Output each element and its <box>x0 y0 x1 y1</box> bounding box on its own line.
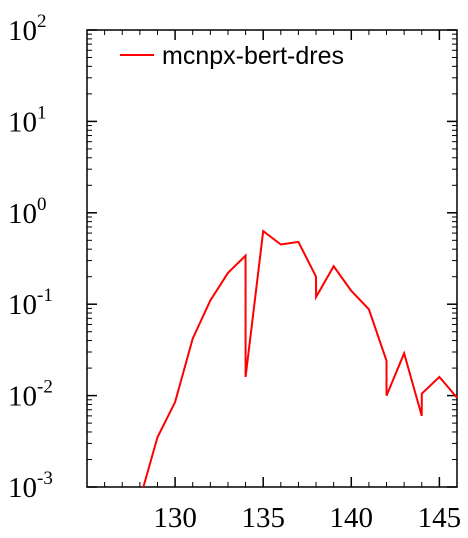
y-tick-label: 10-3 <box>8 468 53 504</box>
y-tick-label: 100 <box>8 194 47 230</box>
y-tick-label: 101 <box>8 102 47 138</box>
y-tick-label: 10-1 <box>8 285 53 321</box>
x-tick-label: 130 <box>153 502 197 534</box>
axis-ticks <box>86 29 458 488</box>
plot-frame <box>86 29 458 488</box>
series-line <box>142 229 458 488</box>
y-tick-label: 102 <box>8 11 47 47</box>
y-tick-label: 10-2 <box>8 377 53 413</box>
axis-tick-labels: 130 135 140 145 10-3 10-2 10-1 100 101 102 <box>8 11 461 534</box>
series-layer <box>142 229 458 488</box>
legend: mcnpx-bert-dres <box>120 42 344 70</box>
x-tick-label: 140 <box>330 502 374 534</box>
legend-label: mcnpx-bert-dres <box>162 42 344 70</box>
x-tick-label: 145 <box>418 502 462 534</box>
x-tick-label: 135 <box>241 502 285 534</box>
